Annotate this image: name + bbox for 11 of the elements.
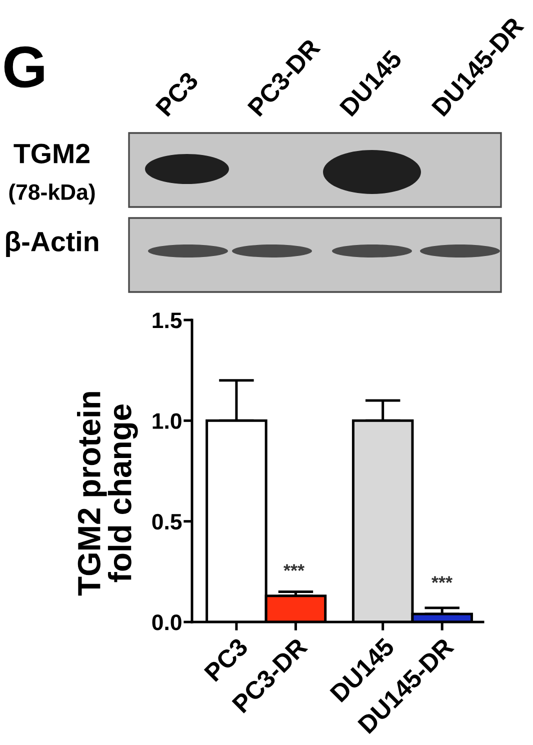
- y-tick-label: 0.5: [152, 514, 182, 530]
- y-tick-label: 1.0: [152, 413, 182, 429]
- annotation: ***: [284, 564, 305, 571]
- text: (78-kDa): [9, 184, 95, 204]
- y-tick-label: 1.5: [152, 312, 182, 328]
- y-tick-label: 0.0: [152, 614, 182, 630]
- text: TGM2: [14, 144, 90, 164]
- y-axis-title: TGM2 protein fold change: [77, 392, 138, 596]
- text: β-Actin: [6, 231, 98, 257]
- annotation: ***: [432, 576, 453, 583]
- text: G: [4, 46, 44, 88]
